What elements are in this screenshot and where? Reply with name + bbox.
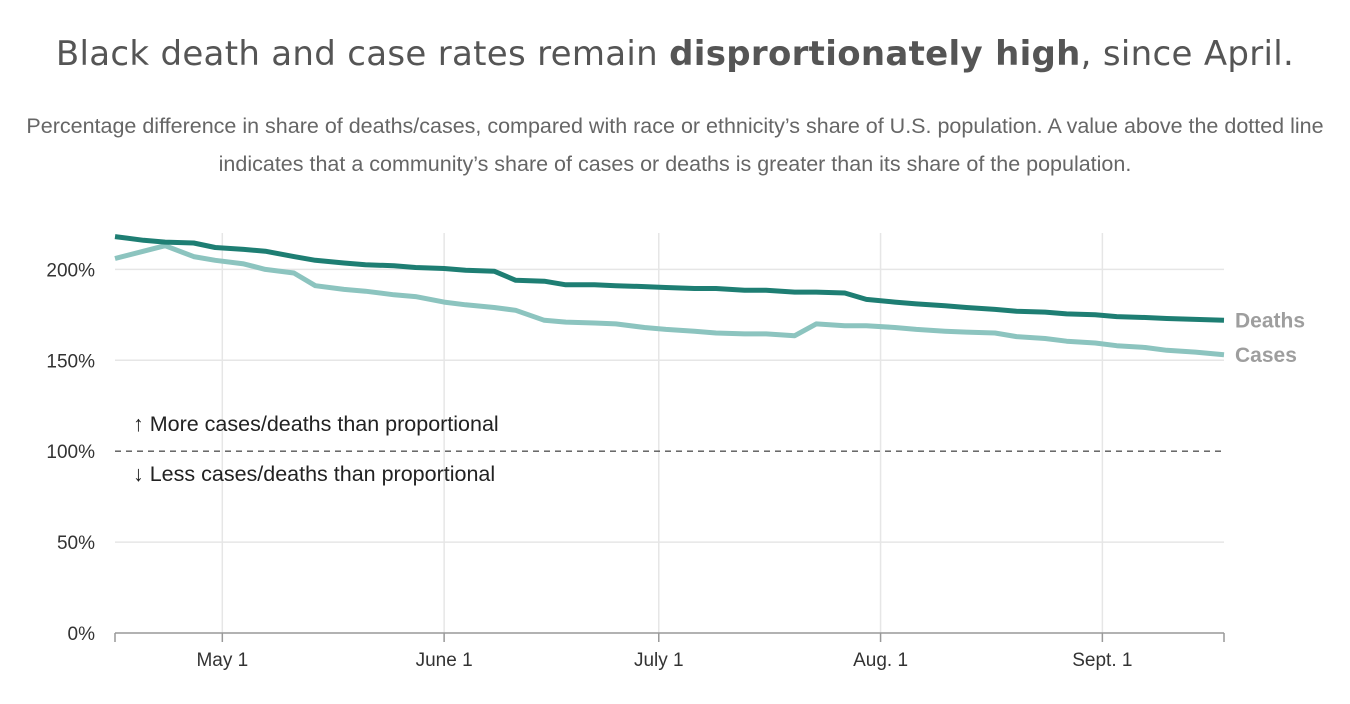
y-axis: 0% 50% 100% 150% 200% xyxy=(46,260,95,645)
grid xyxy=(115,233,1224,633)
series-line-cases xyxy=(114,243,1225,358)
y-tick-label: 200% xyxy=(46,260,95,281)
series-line-deaths xyxy=(114,234,1225,323)
x-tick-label: Sept. 1 xyxy=(1072,650,1132,671)
y-tick-label: 0% xyxy=(68,624,96,645)
chart-subtitle: Percentage difference in share of deaths… xyxy=(26,114,1324,176)
y-tick-label: 50% xyxy=(57,533,95,554)
chart-title: Black death and case rates remain dispro… xyxy=(0,34,1350,74)
x-tick-label: May 1 xyxy=(196,650,248,671)
annotation-above: ↑ More cases/deaths than proportional xyxy=(133,412,499,436)
series-label-cases: Cases xyxy=(1235,344,1297,367)
series-group xyxy=(114,234,1225,358)
y-tick-label: 100% xyxy=(46,442,95,463)
annotation-below: ↓ Less cases/deaths than proportional xyxy=(133,462,495,486)
x-axis: May 1 June 1 July 1 Aug. 1 Sept. 1 xyxy=(114,632,1225,671)
series-label-deaths: Deaths xyxy=(1235,309,1305,332)
reference-line-group: ↑ More cases/deaths than proportional ↓ L… xyxy=(115,412,1224,486)
x-tick-label: June 1 xyxy=(416,650,473,671)
title-suffix: , since April. xyxy=(1080,34,1295,74)
y-tick-label: 150% xyxy=(46,351,95,372)
x-tick-label: Aug. 1 xyxy=(853,650,908,671)
title-prefix: Black death and case rates remain xyxy=(55,34,670,74)
series-labels: Deaths Cases xyxy=(1235,309,1305,367)
x-tick-label: July 1 xyxy=(634,650,684,671)
title-emphasis: disprortionately high xyxy=(669,34,1081,74)
